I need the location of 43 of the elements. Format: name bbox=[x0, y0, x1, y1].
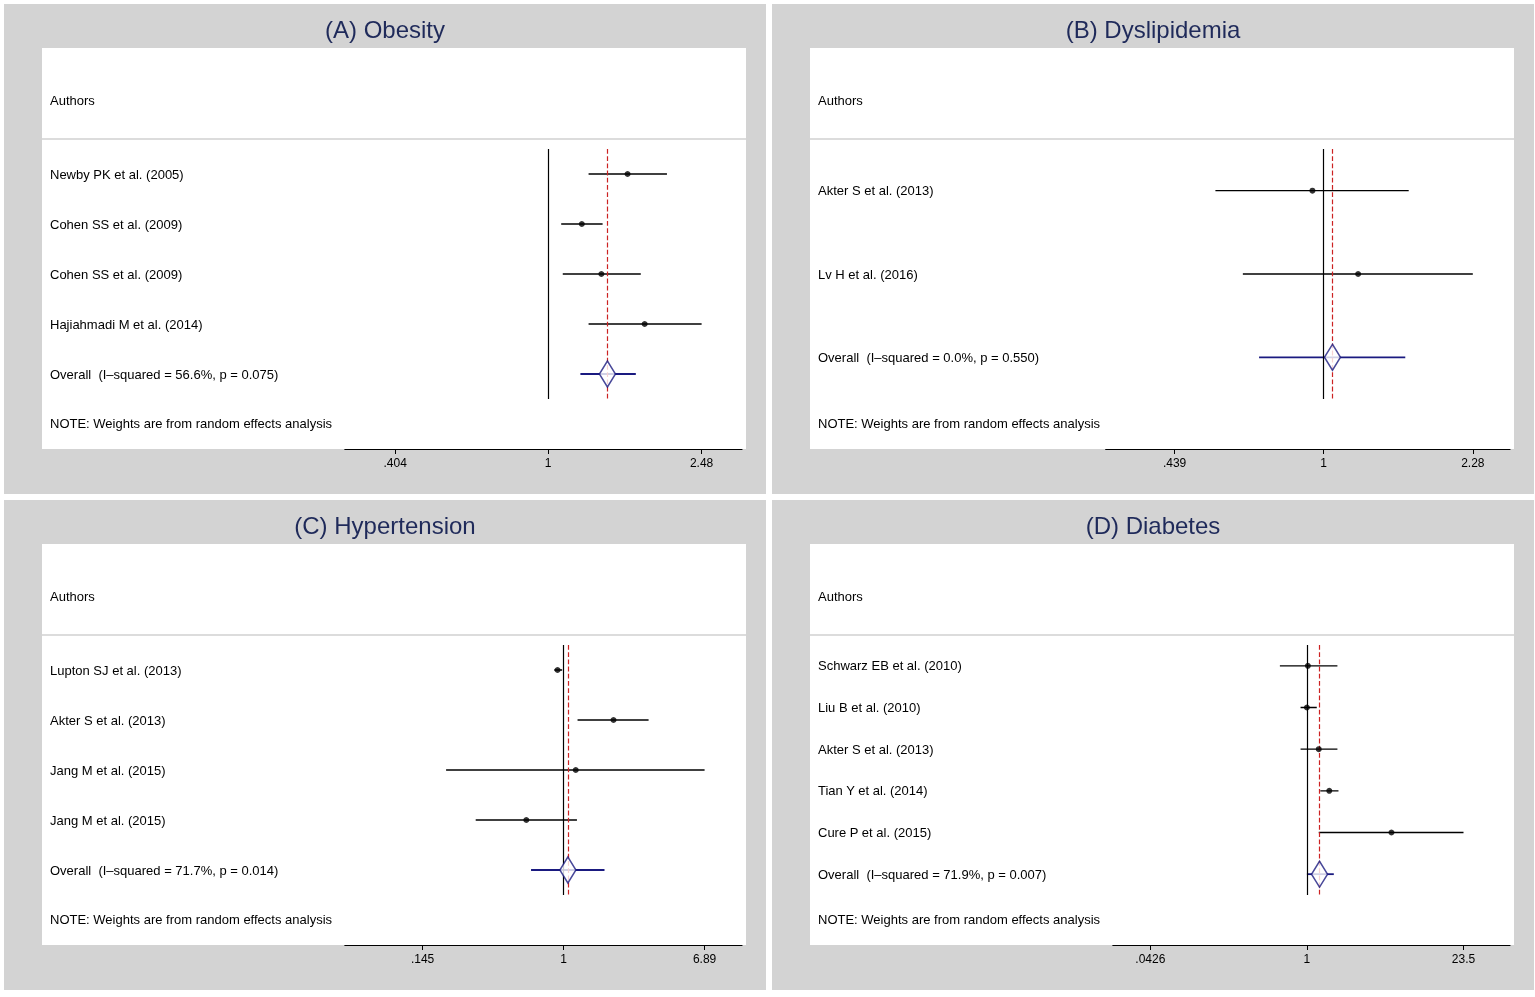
chart-title: (C) Hypertension bbox=[294, 511, 476, 539]
text: NOTE: Weights are from random effects analysis bbox=[818, 912, 1101, 927]
y-tick-label: Overall (I–squared = 56.6%, p = 0.075) bbox=[50, 366, 279, 382]
y-tick-label: Schwarz EB et al. (2010) bbox=[818, 658, 962, 674]
y-axis-title: Authors bbox=[818, 93, 864, 108]
y-tick-label: Cure P et al. (2015) bbox=[818, 825, 932, 840]
x-tick-label: 2.28 bbox=[1461, 456, 1485, 470]
x-tick-label: .439 bbox=[1162, 456, 1187, 470]
y-tick-label: Liu B et al. (2010) bbox=[818, 700, 921, 715]
y-tick-label: Overall (I–squared = 71.9%, p = 0.007) bbox=[818, 866, 1047, 882]
x-tick-label: 1 bbox=[560, 952, 568, 966]
y-tick-label: Lv H et al. (2016) bbox=[818, 266, 918, 282]
x-tick-label: 1 bbox=[1303, 952, 1311, 966]
chart-title: (A) Obesity bbox=[324, 15, 446, 43]
y-tick-label: Lupton SJ et al. (2013) bbox=[50, 662, 182, 678]
x-tick-label: 1 bbox=[544, 456, 552, 470]
y-tick-label: Cohen SS et al. (2009) bbox=[50, 216, 183, 232]
y-tick-label: Overall (I–squared = 71.7%, p = 0.014) bbox=[50, 862, 279, 878]
chart-title: (D) Diabetes bbox=[1085, 511, 1221, 539]
x-tick-label: 2.48 bbox=[689, 456, 714, 470]
y-tick-label: Tian Y et al. (2014) bbox=[818, 783, 928, 799]
y-tick-label: Cohen SS et al. (2009) bbox=[50, 266, 183, 282]
x-tick-label: 6.89 bbox=[692, 952, 717, 966]
text: NOTE: Weights are from random effects analysis bbox=[818, 416, 1101, 431]
y-tick-label: Akter S et al. (2013) bbox=[818, 741, 934, 757]
x-tick-label: .0426 bbox=[1135, 952, 1166, 966]
text: NOTE: Weights are from random effects analysis bbox=[50, 912, 333, 927]
x-tick-label: 23.5 bbox=[1451, 952, 1476, 966]
x-tick-label: 1 bbox=[1320, 456, 1328, 470]
y-tick-label: Newby PK et al. (2005) bbox=[50, 166, 184, 182]
y-axis-title: Authors bbox=[50, 93, 96, 108]
y-tick-label: Akter S et al. (2013) bbox=[818, 183, 934, 199]
y-tick-label: Jang M et al. (2015) bbox=[50, 812, 166, 828]
y-tick-label: Hajiahmadi M et al. (2014) bbox=[50, 316, 203, 332]
y-tick-label: Jang M et al. (2015) bbox=[50, 762, 166, 778]
x-tick-label: .145 bbox=[410, 952, 435, 966]
y-axis-title: Authors bbox=[50, 589, 96, 604]
y-tick-label: Akter S et al. (2013) bbox=[50, 712, 166, 728]
x-tick-label: .404 bbox=[383, 456, 408, 470]
chart-title: (B) Dyslipidemia bbox=[1065, 15, 1241, 43]
y-axis-title: Authors bbox=[818, 589, 864, 604]
y-tick-label: Overall (I–squared = 0.0%, p = 0.550) bbox=[818, 349, 1040, 365]
text: NOTE: Weights are from random effects analysis bbox=[50, 416, 333, 431]
